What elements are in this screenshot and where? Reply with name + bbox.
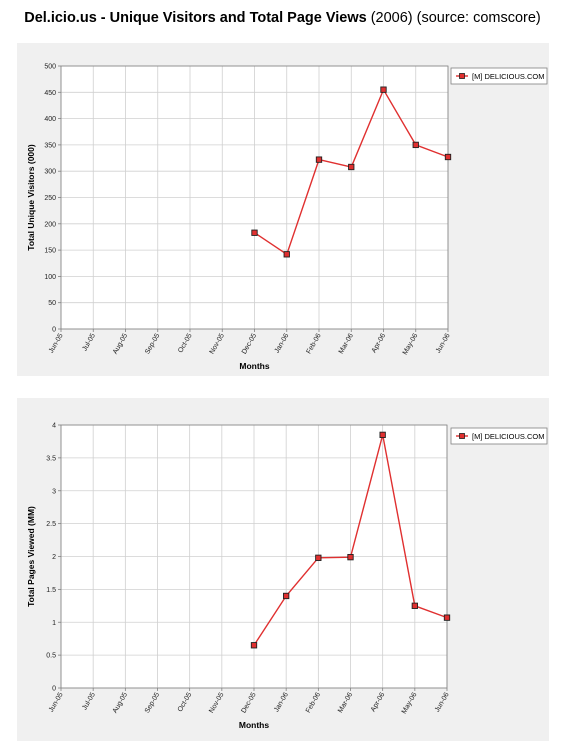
unique-visitors-chart-panel: 0 50 100 150 200 250 300 350 400 450 500 Jun-05 Jul-… [17, 43, 549, 376]
data-point-marker [411, 602, 418, 609]
y-tick-label: 300 [44, 169, 56, 176]
page-title: Del.icio.us - Unique Visitors and Total … [0, 10, 565, 26]
y-tick-label: 0.5 [46, 653, 56, 660]
x-tick-label: Jun-05 [48, 332, 65, 354]
page-title-main: Del.icio.us - Unique Visitors and Total … [24, 10, 367, 26]
legend-marker [459, 73, 465, 79]
page-views-chart: 0 0.5 1 1.5 2 2.5 3 3.5 4 Jun-05 Jul-05 Aug-05 Sep-0… [26, 423, 548, 730]
x-tick-label: Feb-06 [305, 691, 322, 714]
x-tick-label: Aug-05 [112, 691, 129, 714]
y-tick-label: 0 [52, 327, 56, 334]
y-tick-label: 3.5 [46, 455, 56, 462]
y-tick-label: 350 [44, 142, 56, 149]
x-tick-label: Dec-05 [240, 691, 257, 714]
data-point-marker [347, 554, 354, 561]
data-point-marker [315, 156, 323, 163]
y-tick-label: 100 [44, 274, 56, 281]
x-tick-label: Mar-06 [337, 691, 354, 714]
data-point-marker [380, 86, 387, 93]
y-tick-label: 1.5 [46, 587, 56, 594]
y-tick-label: 1 [52, 620, 56, 627]
legend-label: [M] DELICIOUS.COM [472, 72, 545, 81]
y-tick-label: 200 [44, 221, 56, 228]
data-point-marker [250, 642, 258, 649]
legend-box [450, 67, 548, 85]
x-tick-label: Sep-05 [144, 691, 161, 714]
y-tick-label: 450 [44, 90, 56, 97]
y-tick-label: 2.5 [46, 521, 56, 528]
x-tick-label: Mar-06 [338, 332, 355, 355]
y-tick-label: 4 [52, 423, 56, 430]
x-tick-label: Dec-05 [241, 332, 258, 355]
data-point-marker [283, 251, 290, 258]
y-axis-title: Total Unique Visitors (000) [26, 144, 36, 251]
x-tick-label: Apr-06 [371, 332, 388, 354]
unique-visitors-chart: 0 50 100 150 200 250 300 350 400 450 500 Jun-05 Jul-… [26, 64, 548, 371]
y-tick-label: 500 [44, 64, 56, 71]
data-point-marker [443, 614, 451, 621]
data-point-marker [379, 431, 386, 439]
y-tick-label: 0 [52, 686, 56, 693]
data-point-marker [348, 163, 355, 171]
y-tick-label: 250 [44, 195, 56, 202]
x-tick-label: Aug-05 [112, 332, 129, 355]
x-tick-label: Oct-05 [177, 691, 194, 713]
legend-box [450, 427, 548, 445]
data-point-marker [412, 141, 419, 149]
y-axis-title: Total Pages Viewed (MM) [26, 506, 36, 607]
page-views-chart-panel: 0 0.5 1 1.5 2 2.5 3 3.5 4 Jun-05 Jul-05 Aug-05 Sep-0… [17, 398, 549, 741]
x-tick-label: Jun-05 [48, 691, 65, 713]
x-tick-label: Jun-06 [435, 332, 452, 354]
x-tick-label: Apr-06 [370, 691, 387, 713]
data-point-marker [315, 554, 322, 561]
x-tick-label: Nov-05 [209, 332, 226, 355]
y-tick-label: 3 [52, 488, 56, 495]
legend-marker [459, 433, 465, 439]
x-tick-label: Jul-05 [81, 691, 97, 711]
x-axis-title: Months [239, 361, 269, 371]
x-tick-label: Jul-05 [81, 332, 97, 352]
y-tick-label: 2 [52, 554, 56, 561]
x-tick-label: May-06 [402, 332, 420, 356]
x-tick-label: Sep-05 [144, 332, 161, 355]
data-point-marker [444, 153, 452, 161]
y-tick-label: 150 [44, 248, 56, 255]
x-axis-title: Months [239, 720, 269, 730]
y-tick-label: 400 [44, 116, 56, 123]
x-tick-label: Jan-06 [274, 332, 291, 354]
legend-label: [M] DELICIOUS.COM [472, 432, 545, 441]
x-tick-label: May-06 [401, 691, 419, 715]
x-tick-label: Nov-05 [208, 691, 225, 714]
page-title-source: (2006) (source: comscore) [366, 10, 541, 26]
x-tick-label: Oct-05 [177, 332, 194, 354]
x-tick-label: Jan-06 [273, 691, 290, 713]
data-point-marker [251, 229, 258, 236]
y-tick-label: 50 [48, 300, 56, 307]
x-tick-label: Feb-06 [306, 332, 323, 355]
x-tick-label: Jun-06 [434, 691, 451, 713]
data-point-marker [283, 592, 290, 600]
